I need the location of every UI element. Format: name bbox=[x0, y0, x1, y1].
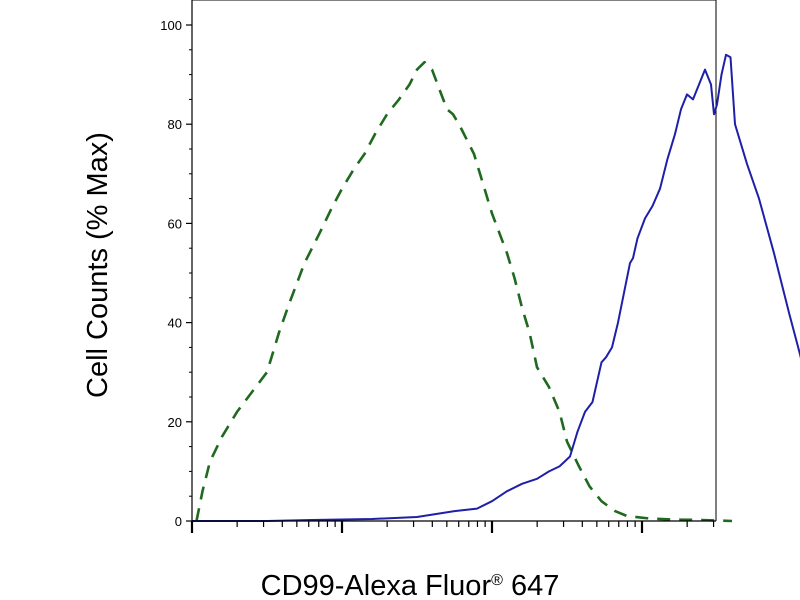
control-histogram-curve bbox=[195, 60, 733, 523]
histogram-curves bbox=[192, 53, 800, 523]
y-ticks: 0 20 40 60 80 100 bbox=[160, 18, 192, 529]
x-axis-label-registered: ® bbox=[491, 572, 503, 589]
plot-frame bbox=[192, 0, 717, 521]
x-axis-label-main: CD99-Alexa Fluor bbox=[261, 570, 492, 600]
y-tick-label: 60 bbox=[168, 216, 182, 231]
x-ticks bbox=[190, 521, 715, 533]
y-tick-label: 0 bbox=[175, 514, 182, 529]
axes bbox=[191, 0, 716, 522]
x-axis-label-suffix: 647 bbox=[503, 570, 559, 600]
stained-histogram-curve bbox=[192, 53, 800, 522]
y-tick-label: 80 bbox=[168, 117, 182, 132]
x-axis-label: CD99-Alexa Fluor® 647 bbox=[261, 570, 560, 600]
y-tick-label: 20 bbox=[168, 415, 182, 430]
y-axis-label: Cell Counts (% Max) bbox=[82, 132, 114, 398]
y-tick-label: 40 bbox=[168, 316, 182, 331]
y-tick-label: 100 bbox=[160, 18, 182, 33]
